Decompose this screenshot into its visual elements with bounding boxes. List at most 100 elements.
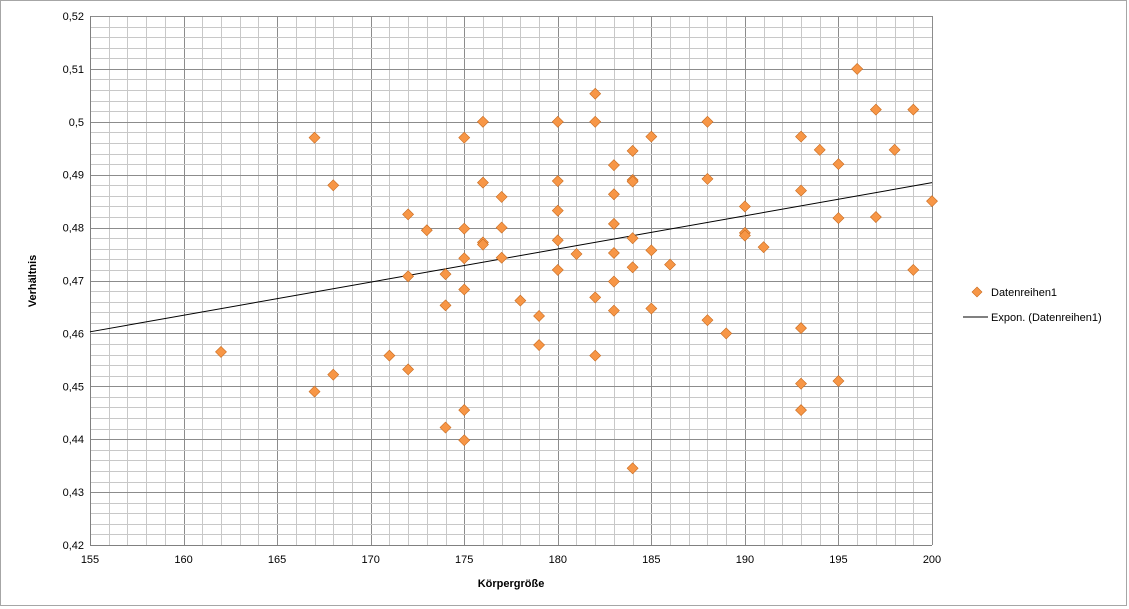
data-point — [720, 327, 733, 340]
data-point — [458, 434, 471, 447]
data-point — [589, 87, 602, 100]
data-point — [533, 339, 545, 351]
data-point — [327, 179, 340, 192]
data-point — [664, 258, 676, 271]
data-point — [458, 252, 471, 265]
data-point — [701, 115, 714, 128]
data-point — [458, 131, 471, 144]
data-point — [626, 261, 639, 274]
x-axis-ticks: 155 160 165 170 175 180 185 190 195 200 — [81, 554, 941, 566]
x-tick-label: 195 — [829, 554, 847, 566]
data-point — [607, 304, 620, 317]
data-point — [832, 158, 845, 171]
data-point — [607, 275, 620, 288]
data-point — [458, 283, 471, 296]
data-point — [458, 404, 471, 417]
data-point — [551, 263, 564, 276]
data-point — [308, 385, 321, 398]
data-point — [626, 462, 639, 475]
data-point — [439, 268, 452, 281]
data-point — [795, 130, 807, 143]
x-tick-label: 170 — [361, 554, 379, 566]
data-point — [907, 263, 920, 276]
data-point — [402, 363, 415, 376]
data-point — [477, 238, 489, 251]
data-point — [738, 229, 751, 242]
x-tick-label: 190 — [736, 554, 754, 566]
data-point — [589, 349, 602, 362]
data-point — [402, 208, 415, 221]
data-point — [514, 294, 527, 307]
y-tick-label: 0,43 — [63, 487, 84, 499]
data-point — [551, 204, 564, 217]
y-tick-label: 0,51 — [63, 64, 84, 76]
data-point — [626, 175, 639, 188]
data-point — [813, 143, 826, 156]
legend-trend-label: Expon. (Datenreihen1) — [991, 312, 1102, 324]
data-points — [215, 62, 938, 475]
data-point — [926, 195, 938, 208]
y-tick-label: 0,46 — [63, 328, 84, 340]
data-point — [439, 299, 452, 312]
data-point — [645, 244, 658, 257]
data-point — [495, 190, 508, 203]
data-point — [645, 302, 658, 315]
data-point — [458, 222, 471, 235]
data-point — [832, 375, 845, 387]
data-point — [477, 176, 489, 189]
x-tick-label: 200 — [923, 554, 941, 566]
data-point — [795, 404, 807, 417]
data-point — [308, 131, 321, 144]
data-point — [757, 241, 770, 254]
data-point — [851, 62, 864, 75]
data-point — [439, 421, 452, 434]
data-point — [701, 173, 714, 185]
data-point — [570, 248, 583, 260]
data-point — [551, 115, 564, 128]
data-point — [383, 349, 396, 362]
x-tick-label: 185 — [642, 554, 660, 566]
data-point — [607, 217, 620, 230]
x-tick-label: 175 — [455, 554, 473, 566]
data-point — [420, 224, 433, 237]
data-point — [215, 345, 227, 358]
data-point — [795, 184, 807, 197]
data-point — [495, 251, 508, 264]
y-tick-label: 0,5 — [69, 117, 84, 129]
data-point — [869, 103, 882, 116]
data-point — [477, 115, 489, 128]
data-point — [645, 130, 658, 143]
y-tick-label: 0,44 — [63, 434, 84, 446]
legend-series-label: Datenreihen1 — [991, 287, 1057, 299]
trendline — [89, 182, 933, 333]
data-point — [533, 310, 545, 322]
data-point — [495, 221, 508, 234]
data-point — [869, 211, 882, 223]
x-tick-label: 180 — [549, 554, 567, 566]
data-point — [907, 103, 920, 116]
x-tick-label: 165 — [268, 554, 286, 566]
data-point — [551, 175, 564, 187]
data-point — [589, 291, 602, 304]
data-point — [551, 234, 564, 247]
x-tick-label: 155 — [81, 554, 99, 566]
y-axis-title: Verhältnis — [27, 255, 39, 308]
gridlines — [90, 16, 933, 546]
data-point — [607, 159, 620, 172]
data-point — [795, 322, 807, 335]
data-point — [607, 247, 620, 259]
data-point — [738, 200, 751, 213]
data-point — [607, 188, 620, 201]
x-axis-title: Körpergröße — [478, 578, 545, 590]
legend-series-marker — [971, 286, 983, 298]
legend: Datenreihen1 Expon. (Datenreihen1) — [963, 286, 1102, 324]
y-axis-ticks: 0,42 0,43 0,44 0,45 0,46 0,47 0,48 0,49 0,5 0,51 0… — [63, 11, 84, 552]
data-point — [701, 314, 714, 327]
data-point — [795, 377, 807, 390]
data-point — [626, 144, 639, 157]
data-point — [402, 270, 415, 283]
y-tick-label: 0,45 — [63, 381, 84, 393]
y-tick-label: 0,47 — [63, 276, 84, 288]
